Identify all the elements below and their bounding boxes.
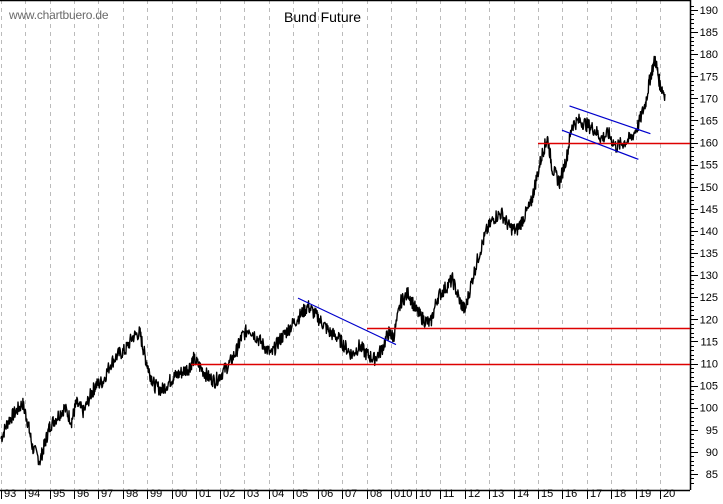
y-tick-label: 155 xyxy=(700,160,718,172)
y-tick-label: 145 xyxy=(700,204,718,216)
x-tick-label: 07 xyxy=(345,488,357,499)
x-tick-label: 01 xyxy=(199,488,211,499)
y-tick-label: 100 xyxy=(700,403,718,415)
x-tick-label: 96 xyxy=(77,488,89,499)
x-tick-label: 19 xyxy=(639,488,651,499)
y-tick-label: 160 xyxy=(700,138,718,150)
x-tick-label: 94 xyxy=(28,488,40,499)
x-axis: 93 94 95 96 97 98 99 00 01 02 03 04 05 06 07 08 010 10 11 1… xyxy=(0,0,690,500)
x-tick-label: 15 xyxy=(541,488,553,499)
x-tick-label: 95 xyxy=(53,488,65,499)
x-tick-label: 10 xyxy=(419,488,431,499)
x-tick-label: 02 xyxy=(223,488,235,499)
x-tick-label: 99 xyxy=(150,488,162,499)
x-tick-label: 00 xyxy=(175,488,187,499)
x-tick-label: 98 xyxy=(126,488,138,499)
y-tick-label: 110 xyxy=(700,359,718,371)
x-tick-label: 93 xyxy=(4,488,16,499)
price-line xyxy=(0,55,666,466)
x-tick-label: 18 xyxy=(614,488,626,499)
y-tick-label: 140 xyxy=(700,226,718,238)
chart-title: Bund Future xyxy=(284,9,362,25)
x-tick-label: 010 xyxy=(394,488,412,499)
vertical-gridlines xyxy=(1,0,661,490)
trend-line xyxy=(297,297,397,346)
y-tick-label: 170 xyxy=(700,93,718,105)
watermark-text: www.chartbuero.de xyxy=(9,8,109,22)
y-tick-label: 135 xyxy=(700,248,718,260)
x-tick-label: 97 xyxy=(101,488,113,499)
x-tick-label: 05 xyxy=(296,488,308,499)
x-tick-label: 14 xyxy=(517,488,529,499)
y-axis: 85 90 95 100 105 110 115 120 125 130 135 140 145 150 1… xyxy=(689,0,718,490)
x-tick-label: 13 xyxy=(492,488,504,499)
y-tick-label: 130 xyxy=(700,270,718,282)
x-tick-label: 11 xyxy=(443,488,454,499)
x-tick-label: 08 xyxy=(370,488,382,499)
y-tick-label: 90 xyxy=(706,447,718,459)
y-tick-label: 180 xyxy=(700,49,718,61)
x-tick-label: 20 xyxy=(663,488,675,499)
y-tick-label: 185 xyxy=(700,27,718,39)
y-tick-label: 165 xyxy=(700,115,718,127)
x-tick-label: 04 xyxy=(272,488,284,499)
y-tick-label: 85 xyxy=(706,469,718,481)
x-tick-label: 03 xyxy=(247,488,259,499)
price-series xyxy=(0,55,666,466)
x-tick-label: 06 xyxy=(321,488,333,499)
chart-annotations xyxy=(191,105,690,366)
y-tick-label: 190 xyxy=(700,5,718,17)
x-tick-label: 16 xyxy=(565,488,577,499)
x-tick-label: 12 xyxy=(468,488,480,499)
trend-line xyxy=(561,129,639,160)
y-tick-label: 95 xyxy=(706,425,718,437)
trend-line xyxy=(569,105,651,135)
y-tick-label: 120 xyxy=(700,314,718,326)
y-tick-label: 175 xyxy=(700,71,718,83)
x-tick-label: 17 xyxy=(590,488,602,499)
y-tick-label: 150 xyxy=(700,182,718,194)
y-tick-label: 115 xyxy=(700,336,718,348)
y-tick-label: 125 xyxy=(700,292,718,304)
y-tick-label: 105 xyxy=(700,381,718,393)
